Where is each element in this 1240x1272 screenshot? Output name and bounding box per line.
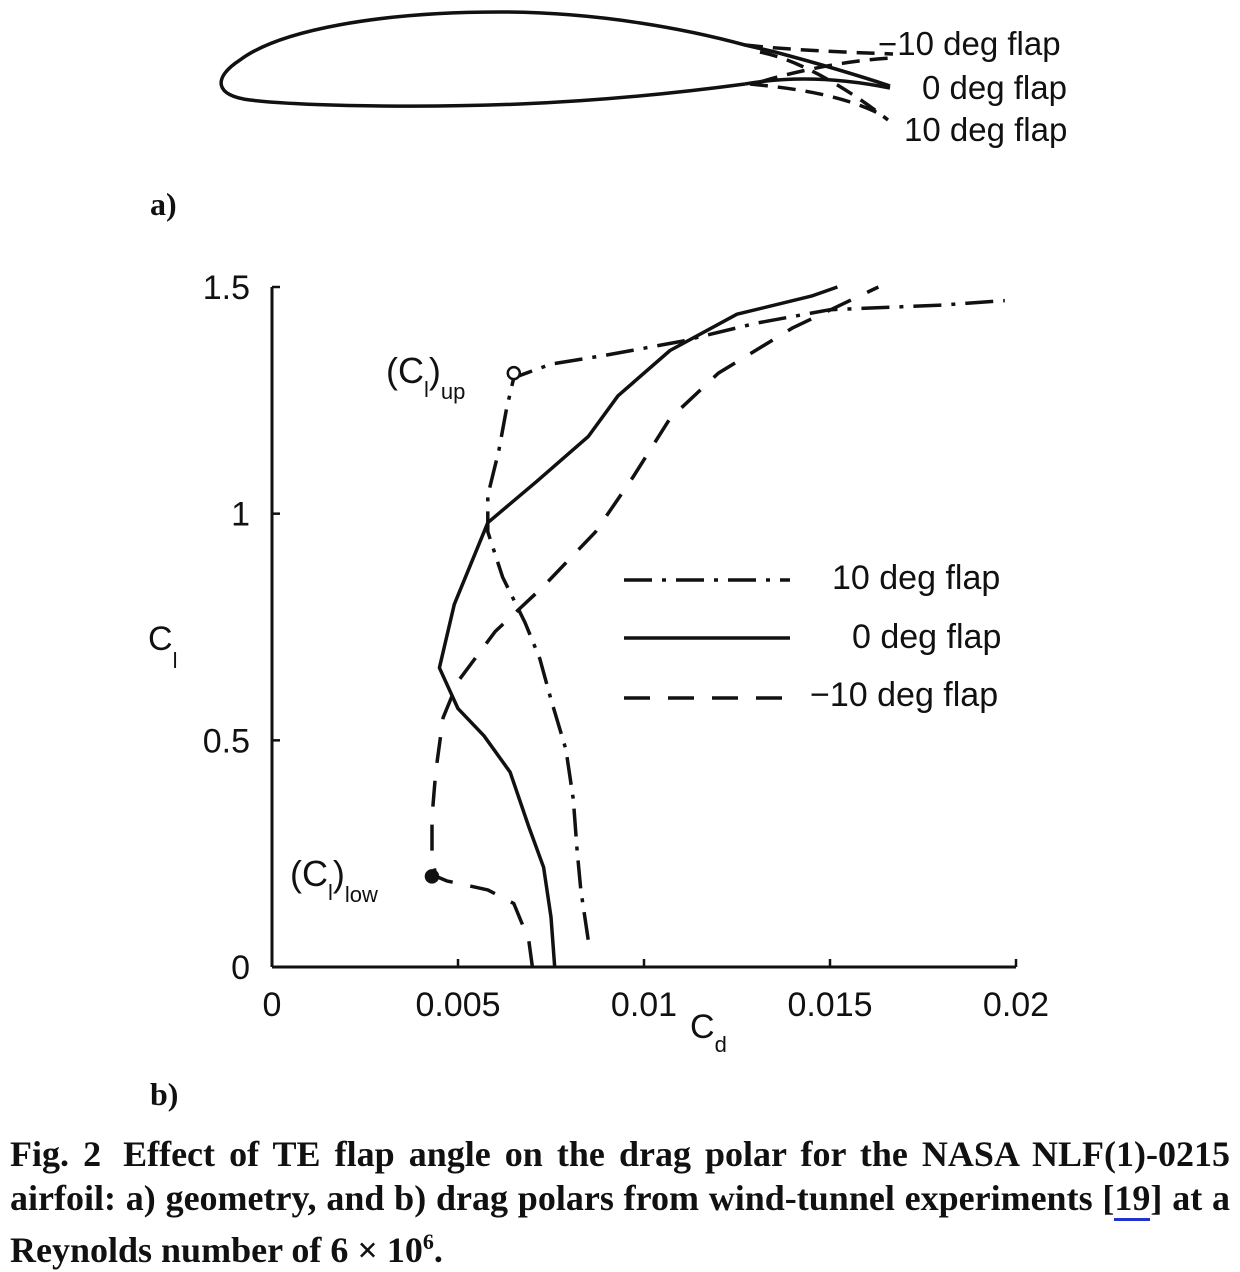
caption-text-2: ] at a Reynolds number of 6 × 10 — [10, 1178, 1230, 1270]
marker-cl-low — [424, 869, 440, 884]
y-tick-label: 1 — [231, 496, 250, 534]
chart-markers — [424, 365, 522, 884]
x-tick-label: 0.02 — [983, 986, 1049, 1024]
flap-label-10: 10 deg flap — [904, 111, 1067, 148]
legend-label-minus10-deg: −10 deg flap — [810, 676, 998, 714]
y-tick-label: 0 — [231, 949, 250, 987]
annotation-cl-low: (Cl)low — [290, 853, 378, 907]
annotation-cl-up: (Cl)up — [386, 350, 465, 404]
series-line-2 — [430, 285, 880, 968]
x-axis-label: Cd — [690, 1008, 727, 1057]
airfoil-outline — [219, 10, 891, 108]
drag-polar-chart: 0 0.005 0.01 0.015 0.02 0 0.5 1 1.5 Cl Cd (Cl)up… — [148, 269, 1049, 1057]
chart-series — [430, 285, 1005, 968]
x-tick-label: 0.005 — [415, 986, 500, 1024]
caption-text-3: . — [433, 1230, 443, 1270]
flap-plus-10-deg — [749, 50, 890, 122]
series-line-0 — [486, 298, 1005, 941]
flap-minus-10-deg — [744, 43, 894, 84]
figure-caption: Fig. 2 Effect of TE flap angle on the dra… — [10, 1132, 1230, 1272]
legend-label-10-deg: 10 deg flap — [832, 559, 1000, 597]
y-tick-label: 0.5 — [203, 722, 250, 760]
x-tick-label: 0.015 — [787, 986, 872, 1024]
flap-label-0: 0 deg flap — [922, 69, 1067, 106]
chart-legend: 10 deg flap 0 deg flap −10 deg flap — [624, 559, 1001, 714]
x-tick-label: 0 — [263, 986, 282, 1024]
chart-ticks: 0 0.005 0.01 0.015 0.02 0 0.5 1 1.5 — [203, 269, 1049, 1024]
flap-label-minus10: −10 deg flap — [878, 25, 1061, 62]
y-tick-label: 1.5 — [203, 269, 250, 307]
legend-label-0-deg: 0 deg flap — [852, 618, 1001, 656]
airfoil-geometry: −10 deg flap 0 deg flap 10 deg flap — [219, 10, 1067, 148]
marker-cl-up — [506, 365, 522, 381]
panel-label-b: b) — [150, 1076, 178, 1112]
x-tick-label: 0.01 — [611, 986, 677, 1024]
caption-text-1: Effect of TE flap angle on the drag pola… — [10, 1134, 1230, 1218]
caption-figure-number: Fig. 2 — [10, 1134, 102, 1174]
caption-exponent: 6 — [422, 1229, 434, 1254]
series-line-1 — [437, 285, 838, 968]
y-axis-label: Cl — [148, 620, 177, 673]
caption-reference-link[interactable]: 19 — [1114, 1178, 1151, 1221]
panel-label-a: a) — [150, 186, 177, 222]
